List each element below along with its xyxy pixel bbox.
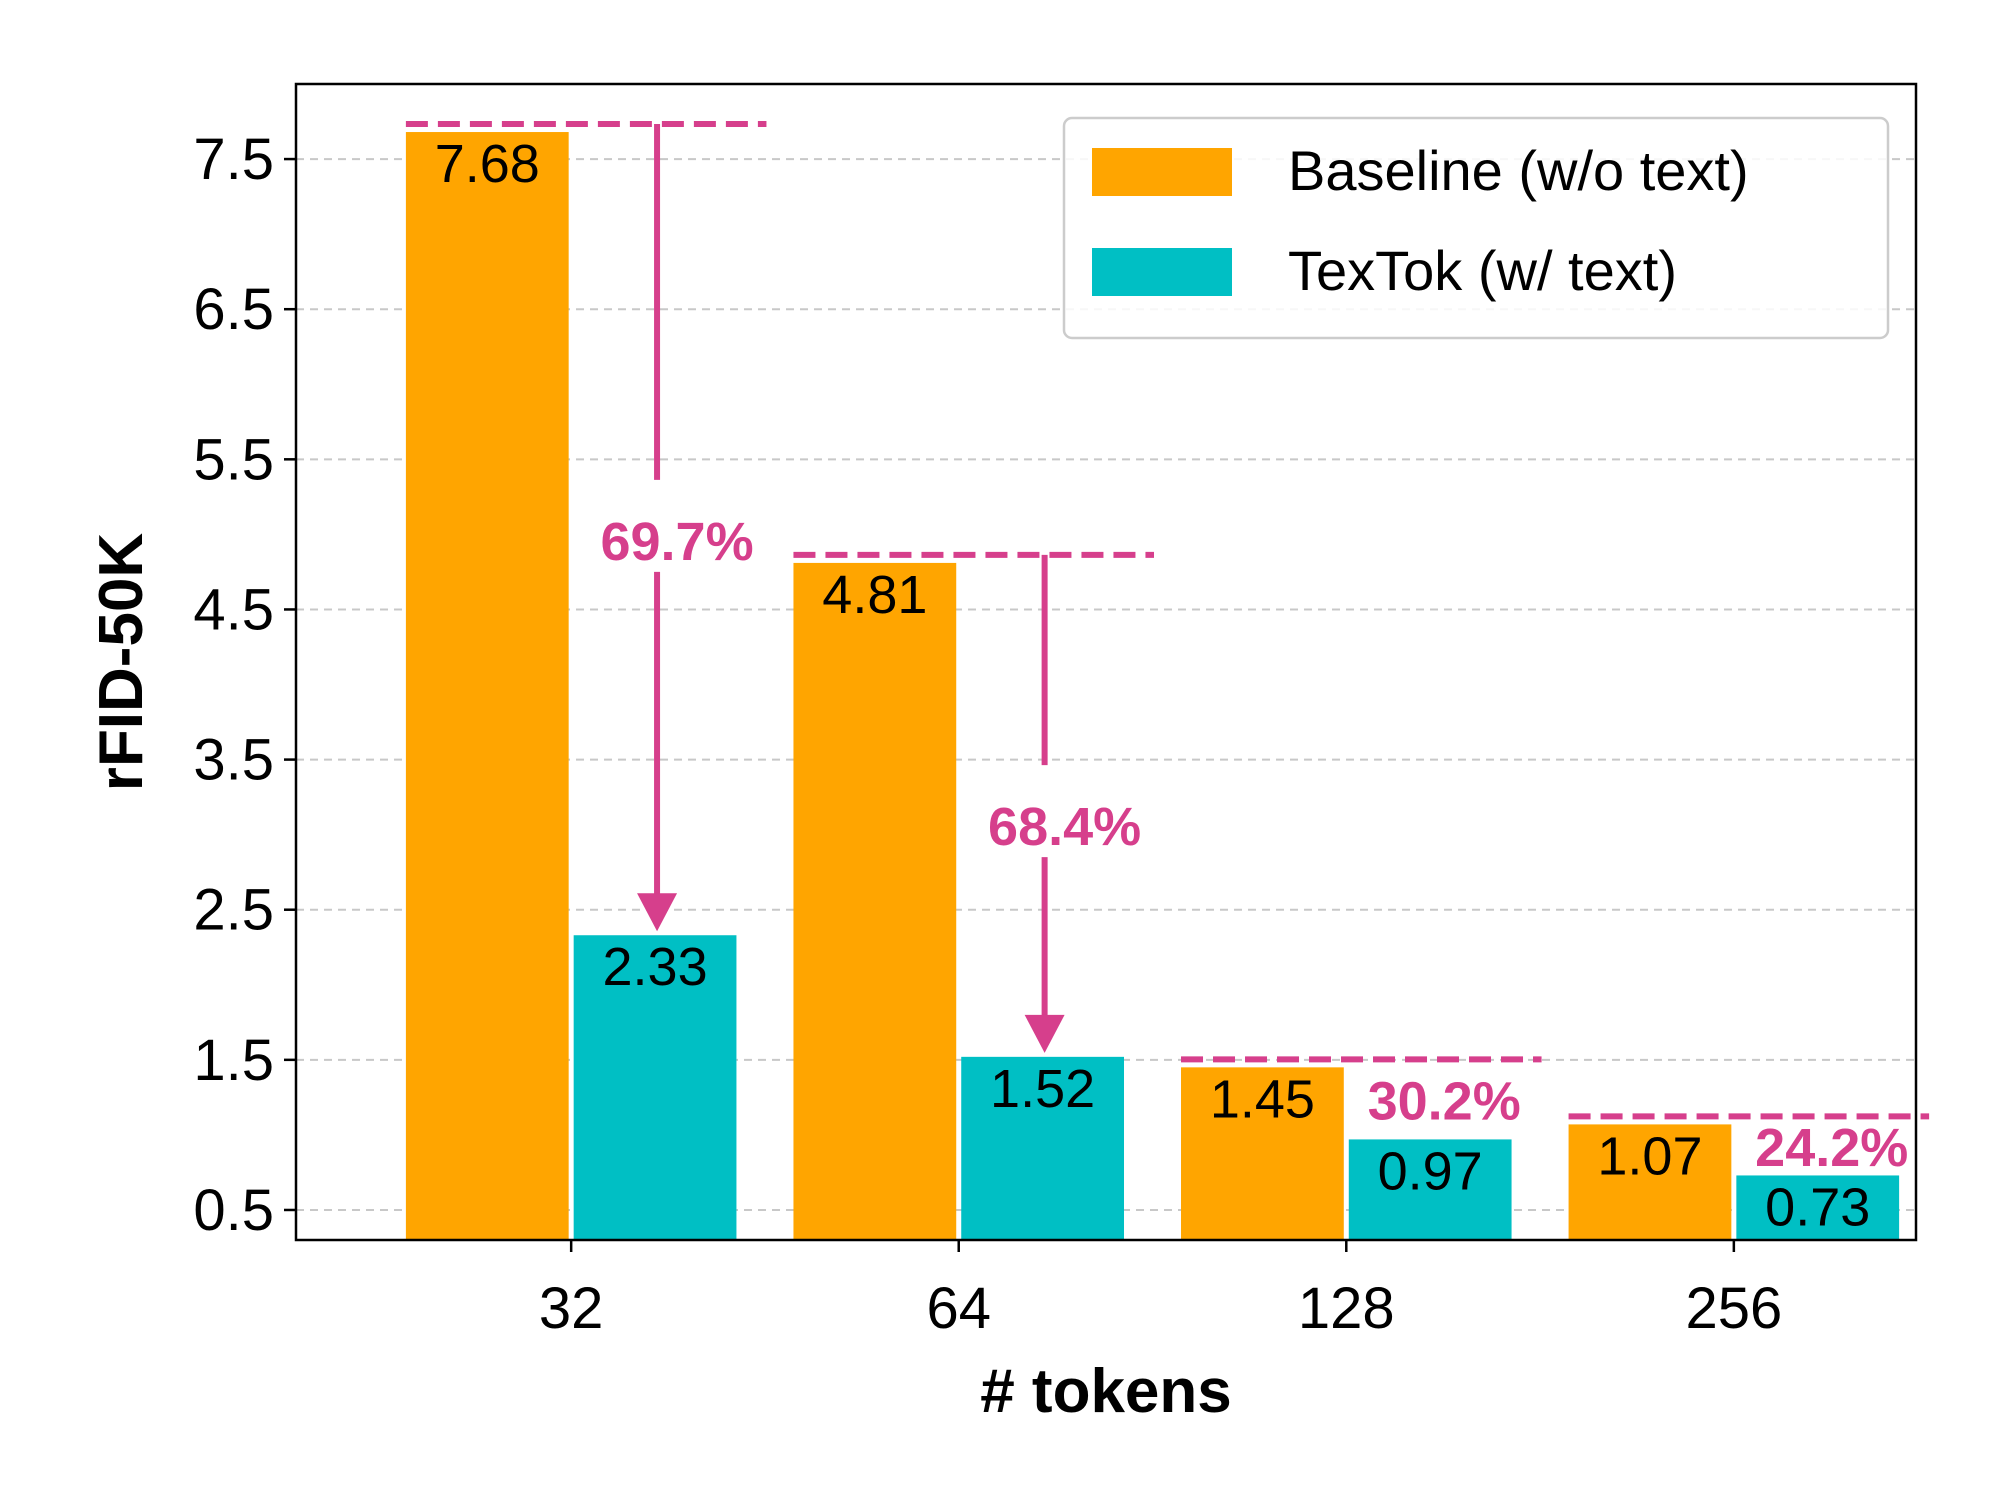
plot-frame bbox=[294, 82, 1918, 1242]
y-tick-label: 3.5 bbox=[193, 728, 274, 793]
value-label-baseline: 1.07 bbox=[1597, 1126, 1702, 1186]
legend-label: Baseline (w/o text) bbox=[1288, 139, 1749, 202]
bar-baseline bbox=[793, 562, 957, 1240]
reduction-label: 69.7% bbox=[600, 512, 753, 572]
bar-textok bbox=[961, 1056, 1125, 1240]
y-tick-label: 2.5 bbox=[193, 878, 274, 943]
arrow-head bbox=[1024, 1014, 1065, 1053]
x-tick-label: 64 bbox=[926, 1276, 991, 1341]
x-axis-title: # tokens bbox=[980, 1357, 1232, 1426]
bar-textok bbox=[1736, 1175, 1900, 1240]
x-tick-label: 128 bbox=[1298, 1276, 1395, 1341]
reduction-label: 30.2% bbox=[1368, 1071, 1521, 1131]
legend-label: TexTok (w/ text) bbox=[1288, 239, 1677, 302]
reduction-label: 68.4% bbox=[988, 797, 1141, 857]
value-label-baseline: 1.45 bbox=[1210, 1069, 1315, 1129]
legend-swatch bbox=[1092, 248, 1232, 296]
y-tick-label: 5.5 bbox=[193, 427, 274, 492]
reduction-label: 24.2% bbox=[1755, 1118, 1908, 1178]
bars: 7.68 2.33 4.81 1.52 1.45 0.97 1.07 0.73 bbox=[405, 132, 1900, 1241]
y-axis-title: rFID-50K bbox=[87, 533, 156, 792]
bar-textok bbox=[1348, 1139, 1512, 1240]
value-label-textok: 1.52 bbox=[990, 1059, 1095, 1119]
y-tick-label: 1.5 bbox=[193, 1028, 274, 1093]
bar-baseline bbox=[1568, 1124, 1732, 1240]
y-tick-label: 6.5 bbox=[193, 277, 274, 342]
value-label-textok: 2.33 bbox=[603, 937, 708, 997]
reduction-annotations: 69.7% 68.4% 30.2% 24.2% bbox=[405, 121, 1930, 1178]
bar-baseline bbox=[1181, 1067, 1344, 1240]
bar-baseline bbox=[405, 132, 569, 1241]
arrow-head bbox=[637, 893, 678, 932]
x-tick-label: 256 bbox=[1685, 1276, 1782, 1341]
legend: Baseline (w/o text) TexTok (w/ text) bbox=[1062, 116, 1890, 340]
value-label-textok: 0.73 bbox=[1765, 1177, 1870, 1237]
legend-swatch bbox=[1092, 148, 1232, 196]
y-tick-label: 4.5 bbox=[193, 577, 274, 642]
x-tick-label: 32 bbox=[539, 1276, 604, 1341]
value-label-baseline: 4.81 bbox=[822, 565, 927, 625]
y-tick-label: 7.5 bbox=[193, 127, 274, 192]
axis-ticks: 0.5 1.5 2.5 3.5 4.5 5.5 6.5 7.5 32 64 128 256 bbox=[193, 127, 1782, 1341]
legend-box bbox=[1062, 116, 1890, 340]
y-tick-label: 0.5 bbox=[193, 1178, 274, 1243]
bar-textok bbox=[573, 935, 737, 1240]
value-label-textok: 0.97 bbox=[1378, 1141, 1483, 1201]
value-label-baseline: 7.68 bbox=[435, 134, 540, 194]
